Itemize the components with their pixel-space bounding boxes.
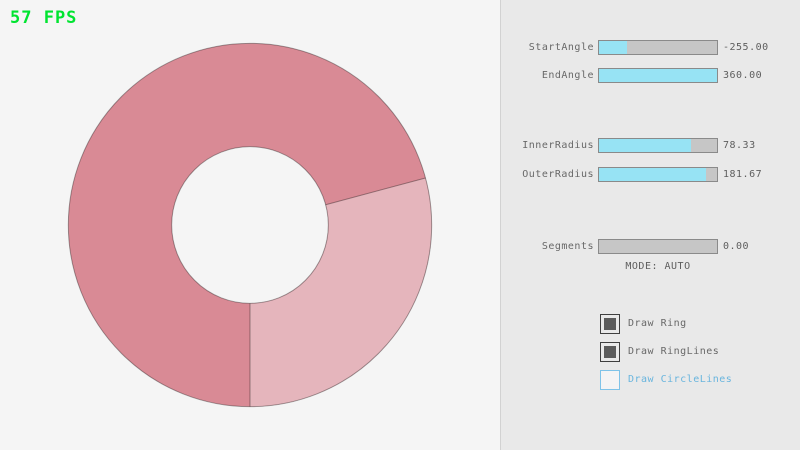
draw-ringlines-label: Draw RingLines: [628, 346, 720, 357]
end-angle-slider[interactable]: [598, 68, 718, 83]
draw-circlelines-checkbox[interactable]: [600, 370, 620, 390]
segments-label: Segments: [541, 241, 594, 252]
segments-slider[interactable]: [598, 239, 718, 254]
outer-radius-value: 181.67: [723, 169, 763, 180]
inner-radius-label: InnerRadius: [522, 140, 594, 151]
outer-radius-label: OuterRadius: [522, 169, 594, 180]
ring-outer-outline: [67, 42, 433, 408]
fps-counter: 57 FPS: [10, 8, 78, 28]
inner-radius-slider-fill: [599, 139, 692, 152]
draw-circlelines-label: Draw CircleLines: [628, 374, 733, 385]
draw-ring-checkbox[interactable]: [600, 314, 620, 334]
end-angle-slider-fill: [599, 69, 717, 82]
checkbox-check-icon: [604, 318, 616, 330]
ring-canvas: [67, 42, 433, 408]
start-angle-label: StartAngle: [528, 42, 594, 53]
outer-radius-slider-fill: [599, 168, 707, 181]
ring-start-angle-line: [325, 177, 426, 206]
draw-ring-label: Draw Ring: [628, 318, 687, 329]
start-angle-slider[interactable]: [598, 40, 718, 55]
ring-single-pass-region: [250, 177, 432, 407]
end-angle-value: 360.00: [723, 70, 763, 81]
start-angle-slider-fill: [599, 41, 628, 54]
inner-radius-slider[interactable]: [598, 138, 718, 153]
outer-radius-slider[interactable]: [598, 167, 718, 182]
inner-radius-value: 78.33: [723, 140, 756, 151]
checkbox-check-icon: [604, 346, 616, 358]
start-angle-value: -255.00: [723, 42, 769, 53]
ring-inner-outline: [171, 146, 329, 304]
end-angle-label: EndAngle: [541, 70, 594, 81]
segments-mode-text: MODE: AUTO: [625, 261, 691, 272]
segments-value: 0.00: [723, 241, 750, 252]
draw-ringlines-checkbox[interactable]: [600, 342, 620, 362]
